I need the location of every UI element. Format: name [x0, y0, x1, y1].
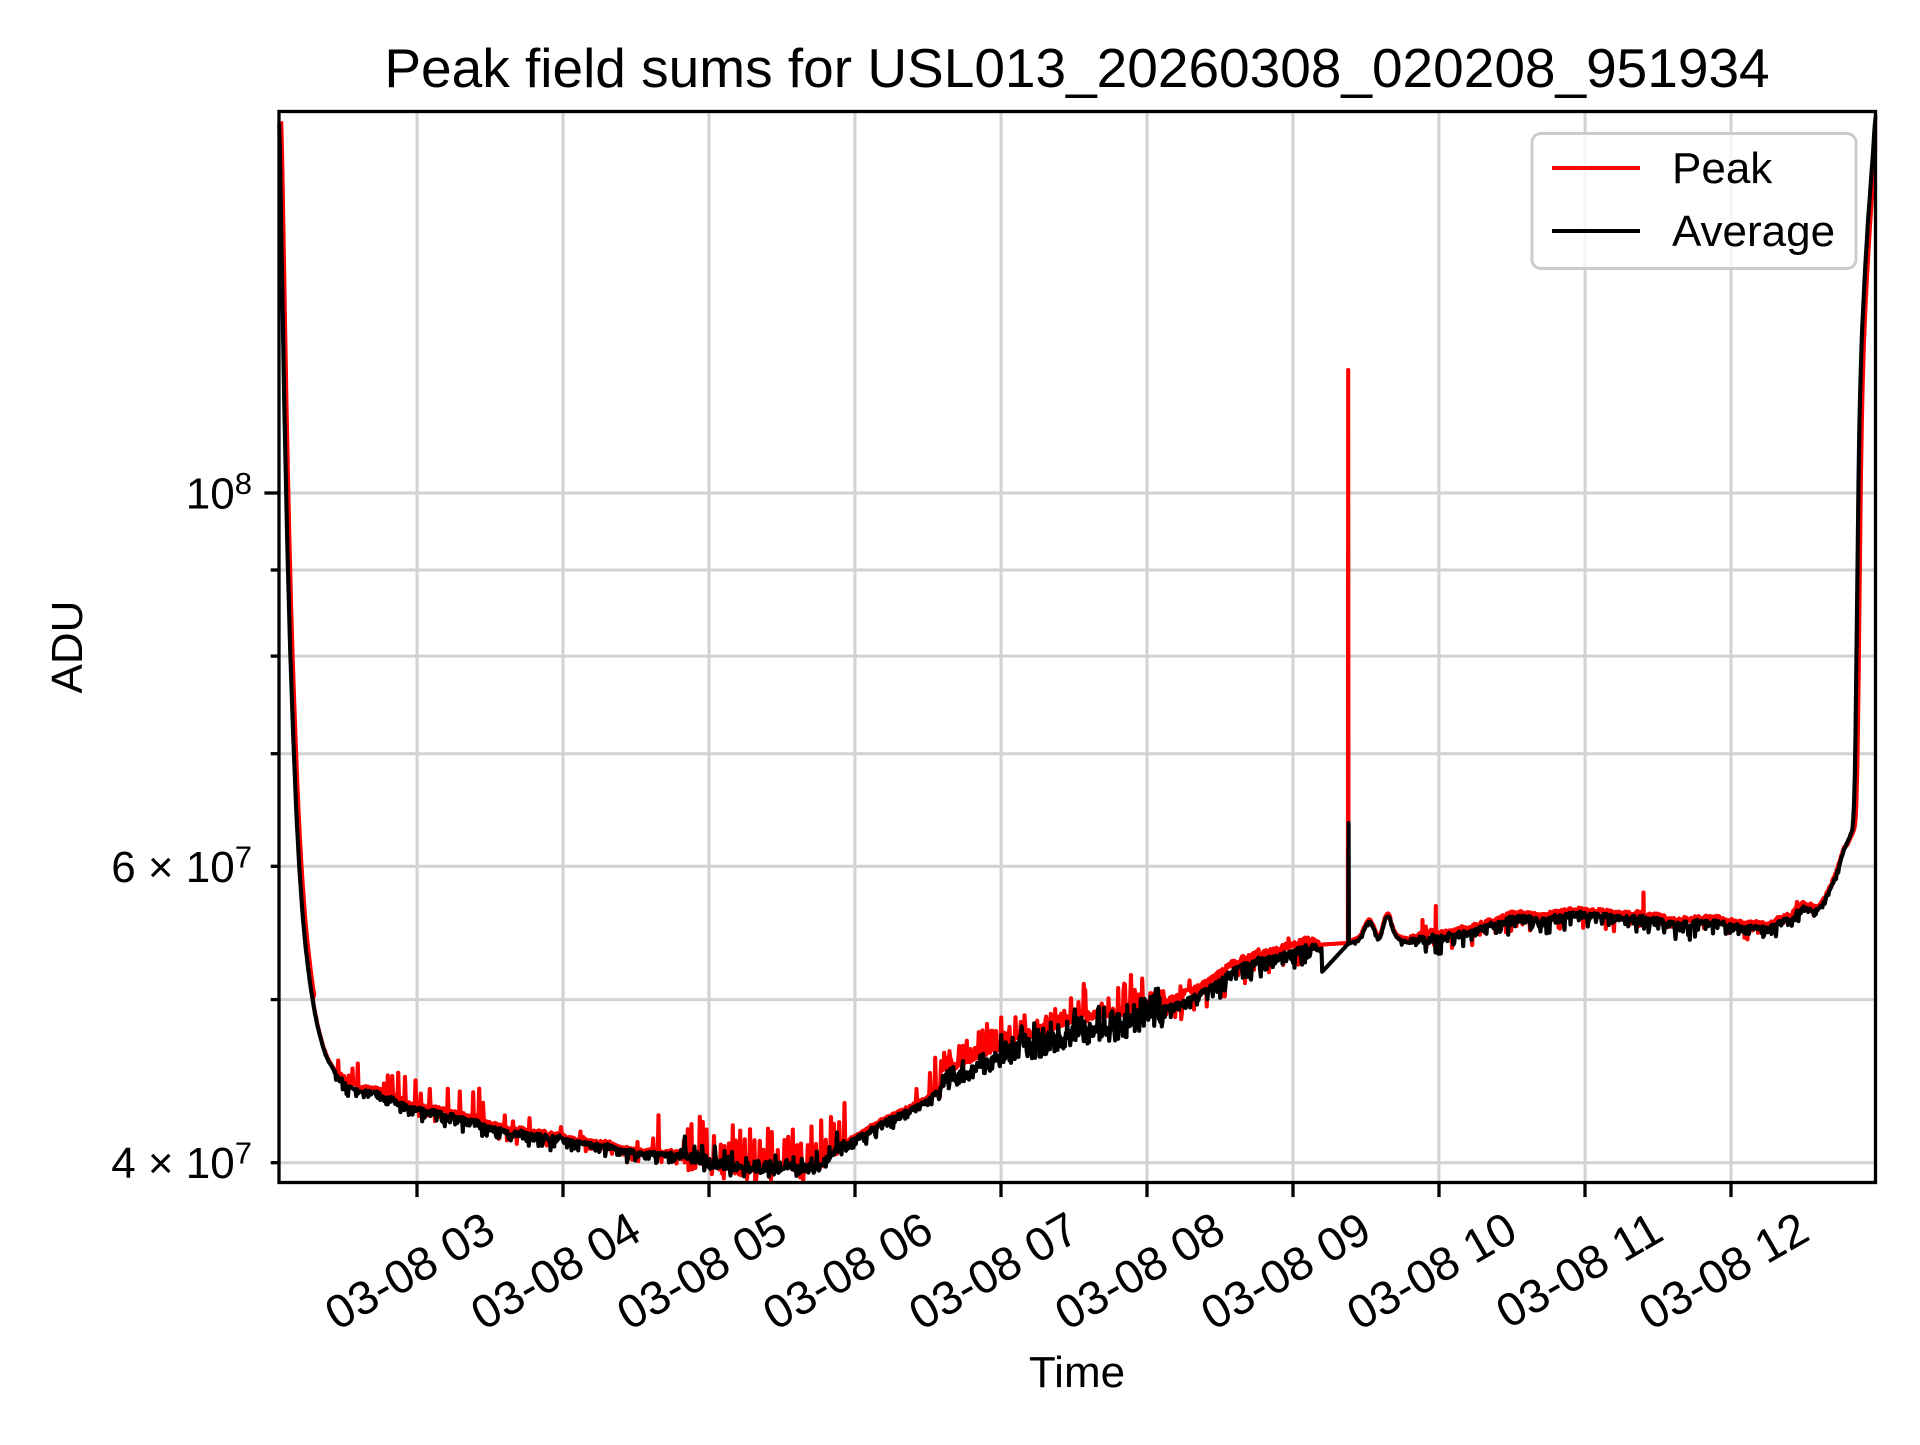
- svg-text:6 × 107: 6 × 107: [111, 839, 252, 892]
- svg-text:ADU: ADU: [43, 601, 92, 694]
- svg-text:Average: Average: [1672, 207, 1835, 256]
- svg-text:4 × 107: 4 × 107: [111, 1136, 252, 1189]
- svg-text:Peak field sums for USL013_202: Peak field sums for USL013_20260308_0202…: [384, 37, 1769, 99]
- svg-text:Peak: Peak: [1672, 144, 1773, 193]
- svg-text:Time: Time: [1029, 1348, 1125, 1397]
